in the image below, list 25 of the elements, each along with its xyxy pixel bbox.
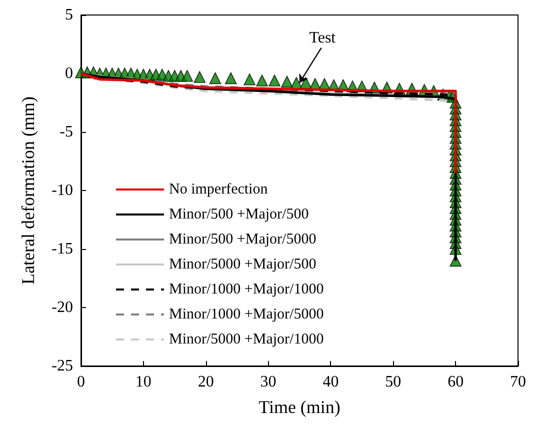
y-tick-label: -20: [52, 299, 73, 316]
legend-label: No imperfection: [169, 182, 268, 198]
x-tick-label: 10: [135, 374, 152, 390]
legend-label: Minor/5000 +Major/1000: [169, 332, 324, 348]
legend-label: Minor/500 +Major/5000: [169, 232, 316, 248]
annotation: Test: [309, 30, 336, 47]
y-tick-label: -5: [60, 124, 73, 140]
legend-label: Minor/500 +Major/500: [169, 206, 309, 222]
x-tick-label: 70: [510, 374, 526, 390]
x-tick-label: 30: [260, 374, 276, 390]
x-tick-label: 0: [77, 374, 85, 390]
y-tick-label: -25: [52, 358, 73, 374]
y-tick-label: 5: [65, 6, 73, 24]
legend-label: Minor/5000 +Major/500: [169, 256, 316, 272]
y-axis-title: Lateral deformation (mm): [18, 96, 38, 284]
y-tick-label: 0: [65, 65, 73, 82]
y-tick-label: -15: [52, 240, 73, 258]
x-tick-label: 20: [198, 374, 214, 390]
legend-label: Minor/1000 +Major/1000: [169, 282, 324, 298]
x-tick-label: 40: [322, 374, 339, 390]
x-axis-title: Time (min): [258, 397, 340, 417]
x-tick-label: 50: [385, 374, 402, 390]
x-tick-label: 60: [448, 374, 464, 390]
legend-label: Minor/1000 +Major/5000: [169, 306, 324, 322]
y-tick-label: -10: [52, 182, 73, 199]
